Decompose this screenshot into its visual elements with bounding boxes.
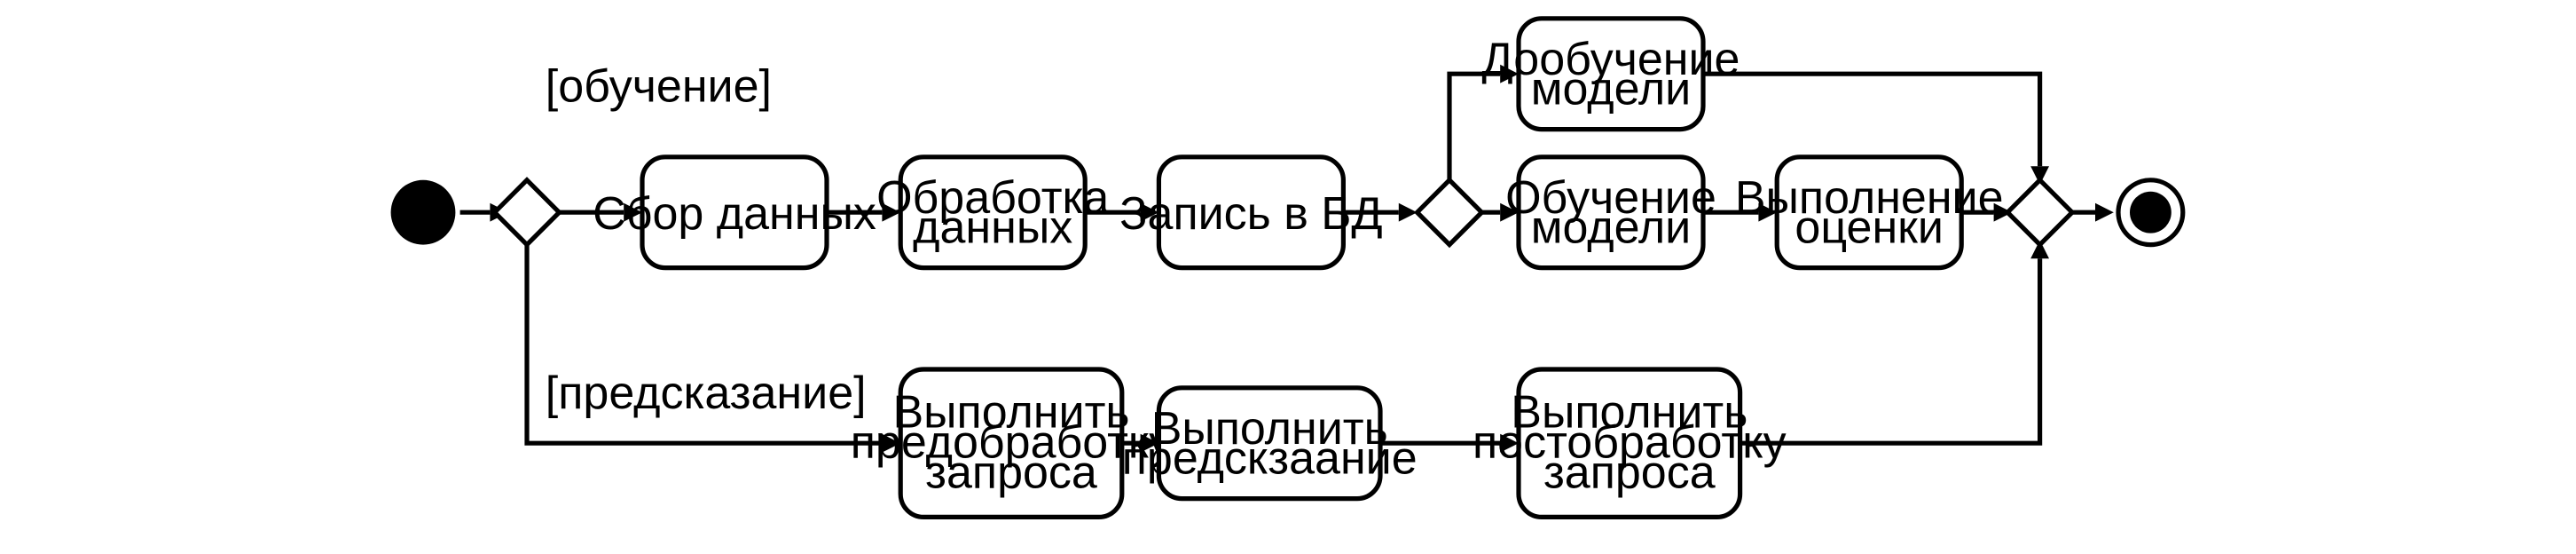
node-collect: Сбор данных: [593, 157, 876, 268]
merge-3: [2007, 180, 2072, 245]
start-node: [391, 180, 456, 245]
edge-label-training: [обучение]: [546, 60, 772, 112]
node-pred: Выполнить предскзаание: [1122, 388, 1418, 499]
edge-post-d3: [1740, 258, 2040, 443]
svg-text:модели: модели: [1531, 202, 1691, 254]
node-post: Выполнить постобработку запроса: [1473, 369, 1787, 517]
node-db: Запись в БД: [1119, 157, 1383, 268]
activity-diagram: [обучение] [предсказание]: [0, 0, 2576, 554]
decision-1: [495, 180, 560, 245]
svg-text:запроса: запроса: [1543, 447, 1716, 498]
node-retrain: Дообучение модели: [1482, 19, 1740, 130]
node-process: Обработка данных: [876, 157, 1109, 268]
node-eval: Выполнение оценки: [1735, 157, 2004, 268]
decision-2: [1418, 180, 1482, 245]
svg-text:оценки: оценки: [1795, 202, 1944, 254]
svg-text:Запись в БД: Запись в БД: [1119, 188, 1383, 240]
svg-text:Сбор данных: Сбор данных: [593, 188, 876, 240]
arrow: [2095, 203, 2114, 222]
svg-text:модели: модели: [1531, 64, 1691, 115]
edge-d2-retrain: [1449, 74, 1500, 180]
edge-retrain-d3: [1703, 74, 2040, 166]
end-node: [2118, 180, 2183, 245]
edge-label-prediction: [предсказание]: [546, 368, 867, 419]
node-train: Обучение модели: [1505, 157, 1716, 268]
svg-text:запроса: запроса: [925, 447, 1097, 498]
svg-text:предскзаание: предскзаание: [1122, 433, 1418, 485]
svg-text:данных: данных: [913, 202, 1072, 254]
